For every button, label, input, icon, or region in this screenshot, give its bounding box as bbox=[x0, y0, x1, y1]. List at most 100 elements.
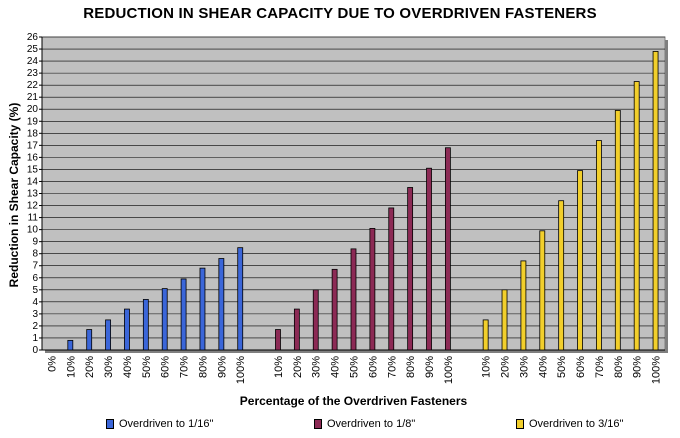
x-tick-label: 60% bbox=[367, 356, 379, 378]
bar bbox=[142, 299, 149, 351]
x-tick-label: 40% bbox=[537, 356, 549, 378]
y-tick-label: 26 bbox=[27, 32, 39, 43]
bar bbox=[86, 329, 93, 351]
y-tick-label: 24 bbox=[27, 56, 39, 67]
bar bbox=[161, 288, 168, 351]
x-tick-label: 40% bbox=[330, 356, 342, 378]
bar bbox=[426, 167, 432, 351]
legend-label-3-16: Overdriven to 3/16" bbox=[529, 418, 624, 430]
y-tick-label: 9 bbox=[32, 237, 38, 248]
y-tick-label: 14 bbox=[27, 176, 39, 187]
x-tick-label: 100% bbox=[443, 356, 455, 384]
x-axis-title: Percentage of the Overdriven Fasteners bbox=[239, 394, 468, 408]
bar bbox=[407, 187, 414, 351]
bar bbox=[520, 260, 527, 351]
x-tick-label: 80% bbox=[613, 356, 625, 378]
x-tick-label: 100% bbox=[651, 356, 663, 384]
y-tick-label: 22 bbox=[27, 80, 39, 91]
bar bbox=[369, 228, 376, 351]
x-tick-label: 80% bbox=[405, 356, 417, 378]
x-tick-label: 90% bbox=[632, 356, 644, 378]
legend-item-1-8: Overdriven to 1/8" bbox=[314, 418, 415, 430]
bar bbox=[652, 51, 659, 351]
y-tick-label: 18 bbox=[27, 128, 39, 139]
bar bbox=[124, 308, 130, 351]
y-tick-label: 15 bbox=[27, 164, 39, 175]
legend-item-1-16: Overdriven to 1/16" bbox=[106, 418, 213, 430]
y-tick-label: 3 bbox=[32, 309, 38, 320]
y-tick-label: 16 bbox=[27, 152, 39, 163]
bar bbox=[388, 207, 395, 351]
bar bbox=[331, 268, 338, 351]
x-tick-label: 70% bbox=[179, 356, 191, 378]
bar bbox=[275, 329, 281, 351]
bar bbox=[180, 278, 187, 351]
y-tick-label: 7 bbox=[32, 261, 38, 272]
x-tick-label: 30% bbox=[311, 356, 323, 378]
x-tick-label: 10% bbox=[481, 356, 493, 378]
legend-swatch-3-16 bbox=[516, 419, 524, 429]
bar bbox=[596, 140, 602, 351]
x-tick-label: 40% bbox=[122, 356, 134, 378]
bar bbox=[67, 339, 74, 351]
y-tick-label: 20 bbox=[27, 104, 39, 115]
y-tick-label: 10 bbox=[27, 225, 39, 236]
x-tick-label: 20% bbox=[500, 356, 512, 378]
chart-title: REDUCTION IN SHEAR CAPACITY DUE TO OVERD… bbox=[83, 5, 597, 22]
bar bbox=[105, 319, 111, 351]
legend-item-3-16: Overdriven to 3/16" bbox=[516, 418, 623, 430]
bar bbox=[482, 319, 489, 351]
bar bbox=[199, 267, 206, 351]
bar bbox=[558, 200, 565, 351]
bar bbox=[293, 308, 300, 351]
y-tick-label: 25 bbox=[27, 44, 39, 55]
x-tick-label: 20% bbox=[292, 356, 304, 378]
x-tick-label: 10% bbox=[273, 356, 285, 378]
bar bbox=[350, 248, 357, 351]
bar bbox=[237, 247, 244, 351]
x-tick-label: 90% bbox=[216, 356, 228, 378]
legend-swatch-1-8 bbox=[314, 419, 322, 429]
bar bbox=[577, 170, 583, 351]
y-tick-label: 21 bbox=[27, 92, 39, 103]
x-tick-label: 90% bbox=[424, 356, 436, 378]
x-tick-label: 30% bbox=[103, 356, 115, 378]
y-tick-label: 11 bbox=[28, 213, 39, 224]
y-tick-label: 2 bbox=[32, 321, 38, 332]
legend-label-1-16: Overdriven to 1/16" bbox=[119, 418, 214, 430]
y-tick-label: 12 bbox=[27, 201, 39, 212]
y-tick-label: 23 bbox=[27, 68, 39, 79]
y-tick-label: 13 bbox=[27, 189, 39, 200]
x-tick-label: 50% bbox=[556, 356, 568, 378]
x-tick-label: 60% bbox=[160, 356, 172, 378]
x-tick-label: 0% bbox=[46, 356, 58, 372]
x-tick-label: 30% bbox=[518, 356, 530, 378]
y-tick-label: 8 bbox=[32, 249, 38, 260]
bar bbox=[633, 81, 640, 351]
bar bbox=[501, 289, 508, 351]
x-tick-label: 50% bbox=[349, 356, 361, 378]
x-tick-label: 10% bbox=[65, 356, 77, 378]
x-tick-label: 70% bbox=[386, 356, 398, 378]
legend-swatch-1-16 bbox=[106, 419, 114, 429]
y-tick-label: 6 bbox=[32, 273, 38, 284]
bar bbox=[444, 147, 451, 351]
y-tick-label: 5 bbox=[32, 285, 38, 296]
x-tick-label: 60% bbox=[575, 356, 587, 378]
x-tick-label: 100% bbox=[235, 356, 247, 384]
y-tick-label: 0 bbox=[32, 345, 38, 356]
x-tick-label: 20% bbox=[84, 356, 96, 378]
bar bbox=[614, 110, 621, 351]
x-tick-label: 50% bbox=[141, 356, 153, 378]
bar bbox=[312, 289, 319, 351]
y-tick-label: 19 bbox=[27, 116, 39, 127]
bar bbox=[539, 230, 546, 351]
y-axis-title: Reduction in Shear Capacity (%) bbox=[7, 102, 21, 288]
x-tick-label: 70% bbox=[594, 356, 606, 378]
y-tick-label: 17 bbox=[27, 140, 39, 151]
x-tick-label: 80% bbox=[197, 356, 209, 378]
bar bbox=[218, 258, 225, 351]
legend-label-1-8: Overdriven to 1/8" bbox=[327, 418, 416, 430]
